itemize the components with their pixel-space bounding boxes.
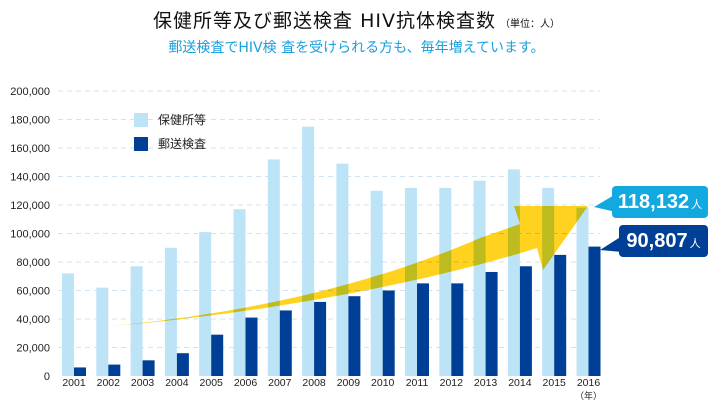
- callout-clinic-unit: 人: [691, 199, 703, 211]
- bar-mail: [211, 334, 224, 376]
- x-axis-label: （年）: [575, 390, 602, 402]
- bars: [62, 126, 601, 376]
- bar-mail: [485, 271, 498, 376]
- y-tick-label: 20,000: [16, 343, 50, 355]
- trend-arrow-shape: [110, 206, 588, 326]
- bar-mail: [245, 317, 258, 376]
- callout-clinic-total: 118,132 人: [612, 186, 708, 218]
- legend-swatch-mail: [134, 137, 148, 151]
- chart-title: 保健所等及び郵送検査 HIV抗体検査数 （単位：人）: [0, 6, 713, 33]
- callout-mail-pointer: [600, 236, 622, 252]
- callout-mail-value: 90,807: [626, 230, 688, 252]
- legend-swatch-clinic: [134, 113, 148, 127]
- x-tick-label: 2013: [474, 377, 498, 389]
- x-tick-label: 2004: [165, 377, 189, 389]
- bar-mail: [142, 360, 155, 376]
- bar-clinic: [233, 209, 246, 376]
- x-axis-ticks: 2001 2002 2003 2004 2005 2006 2007 2008 2009 2010…: [62, 377, 602, 402]
- callout-clinic-value: 118,132: [617, 191, 690, 213]
- bar-clinic: [473, 180, 486, 376]
- x-tick-label: 2001: [62, 377, 86, 389]
- bar-mail: [588, 246, 601, 376]
- x-tick-label: 2015: [543, 377, 567, 389]
- chart-subtitle: 郵送検査でHIV検 査を受けられる方も、毎年増えています。: [168, 40, 545, 56]
- bar-clinic: [405, 187, 417, 376]
- y-tick-label: 140,000: [10, 172, 50, 184]
- x-tick-label: 2016: [577, 377, 601, 389]
- bar-mail: [519, 266, 532, 376]
- bar-mail: [314, 301, 327, 376]
- x-tick-label: 2007: [268, 377, 292, 389]
- y-axis-ticks: 0 20,000 40,000 60,000 80,000 100,000 120,000 1…: [10, 86, 50, 383]
- x-tick-label: 2002: [97, 377, 121, 389]
- y-tick-label: 80,000: [16, 257, 50, 269]
- bar-mail: [451, 283, 464, 376]
- chart-title-text: 保健所等及び郵送検査 HIV抗体検査数: [153, 10, 496, 32]
- x-tick-label: 2012: [440, 377, 464, 389]
- y-tick-label: 120,000: [10, 200, 50, 212]
- x-tick-label: 2014: [508, 377, 532, 389]
- y-tick-label: 100,000: [10, 229, 50, 241]
- y-tick-label: 60,000: [16, 286, 50, 298]
- x-tick-label: 2003: [131, 377, 155, 389]
- bar-clinic: [336, 163, 349, 376]
- bar-mail: [417, 283, 429, 376]
- callout-mail-unit: 人: [689, 238, 701, 250]
- y-tick-label: 0: [44, 371, 50, 383]
- bar-clinic: [302, 126, 315, 376]
- legend-label-clinic: 保健所等: [158, 113, 206, 127]
- bar-clinic: [164, 247, 177, 376]
- bar-clinic: [199, 232, 212, 376]
- x-tick-label: 2011: [406, 377, 429, 389]
- callout-mail-total: 90,807 人: [619, 225, 708, 257]
- bar-clinic: [62, 273, 74, 376]
- bar-clinic: [507, 169, 520, 376]
- bar-mail: [382, 290, 395, 376]
- bar-mail: [279, 310, 292, 376]
- x-tick-label: 2008: [302, 377, 326, 389]
- unit-label: （単位：人）: [499, 19, 560, 30]
- x-tick-label: 2010: [371, 377, 395, 389]
- y-tick-label: 40,000: [16, 314, 50, 326]
- bar-clinic: [267, 159, 280, 376]
- x-tick-label: 2005: [200, 377, 224, 389]
- trend-arrow: [110, 206, 588, 326]
- x-tick-label: 2006: [234, 377, 258, 389]
- bar-mail: [176, 353, 189, 376]
- bar-mail: [74, 367, 86, 376]
- y-tick-label: 160,000: [10, 143, 50, 155]
- callout-clinic-pointer: [594, 194, 616, 212]
- x-tick-label: 2009: [337, 377, 361, 389]
- y-tick-label: 200,000: [10, 86, 50, 98]
- bar-clinic: [96, 287, 109, 376]
- legend-label-mail: 郵送検査: [158, 136, 206, 151]
- callout-pointers: [594, 194, 622, 252]
- y-tick-label: 180,000: [10, 115, 50, 127]
- bar-mail: [108, 364, 121, 376]
- bar-mail: [554, 254, 567, 376]
- bar-clinic: [130, 266, 143, 376]
- bar-mail: [348, 296, 361, 376]
- bar-clinic: [439, 187, 452, 376]
- bar-clinic: [576, 207, 589, 376]
